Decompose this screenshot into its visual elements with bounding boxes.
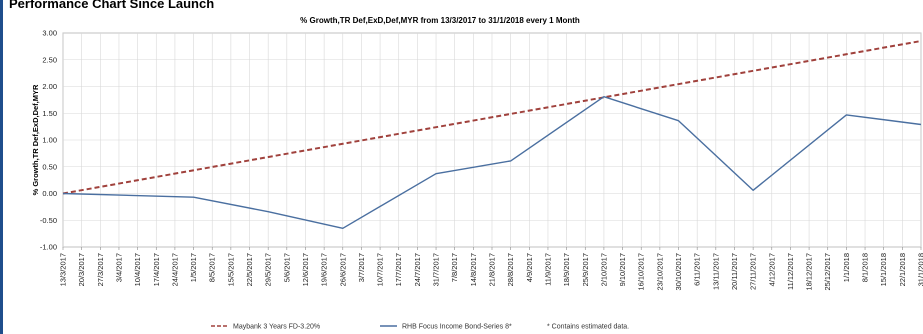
x-tick-label: 20/3/2017 (77, 253, 86, 286)
x-tick-label: 13/11/2017 (711, 253, 720, 290)
legend-footnote: * Contains estimated data. (547, 324, 629, 331)
y-axis-ticks: 3.00 2.50 2.00 1.50 1.00 0.50 0.00 -0.50 -1.00 (40, 29, 57, 252)
y-axis-label: % Growth,TR Def,ExD,Def,MYR (31, 84, 40, 195)
y-tick-label: 2.50 (42, 55, 57, 64)
x-tick-label: 6/11/2017 (693, 253, 702, 286)
x-tick-label: 31/1/2018 (917, 253, 923, 286)
x-tick-label: 8/5/2017 (208, 253, 217, 282)
x-tick-label: 29/5/2017 (264, 253, 273, 286)
series-layer (62, 40, 922, 230)
x-tick-label: 27/11/2017 (749, 253, 758, 290)
x-tick-label: 4/12/2017 (767, 253, 776, 286)
x-axis-ticks: 13/3/2017 20/3/2017 27/3/2017 3/4/2017 10/4/… (59, 247, 923, 291)
x-tick-label: 17/7/2017 (394, 253, 403, 286)
y-tick-label: 1.00 (42, 136, 57, 145)
x-tick-label: 30/10/2017 (674, 253, 683, 291)
x-tick-label: 4/9/2017 (525, 253, 534, 282)
x-tick-label: 7/8/2017 (450, 253, 459, 282)
x-tick-label: 9/10/2017 (618, 253, 627, 286)
x-tick-label: 3/7/2017 (357, 253, 366, 282)
x-tick-label: 23/10/2017 (655, 253, 664, 291)
y-tick-label: 0.50 (42, 162, 57, 171)
x-tick-label: 24/4/2017 (170, 253, 179, 286)
x-tick-label: 15/5/2017 (226, 253, 235, 286)
x-tick-label: 21/8/2017 (488, 253, 497, 286)
series-line-maybank (62, 40, 922, 195)
x-tick-label: 5/6/2017 (282, 253, 291, 282)
x-tick-label: 16/10/2017 (637, 253, 646, 291)
y-tick-label: 1.50 (42, 109, 57, 118)
x-tick-label: 27/3/2017 (96, 253, 105, 286)
y-tick-label: -1.00 (40, 243, 57, 252)
y-tick-label: 2.00 (42, 82, 57, 91)
legend-label-rhb: RHB Focus Income Bond-Series 8* (402, 324, 512, 331)
x-tick-label: 31/7/2017 (432, 253, 441, 286)
x-tick-label: 25/9/2017 (581, 253, 590, 286)
x-tick-label: 10/7/2017 (376, 253, 385, 286)
x-tick-label: 11/9/2017 (543, 253, 552, 286)
y-tick-label: 3.00 (42, 29, 57, 38)
x-tick-label: 28/8/2017 (506, 253, 515, 286)
page-heading: Performance Chart Since Launch (9, 0, 215, 11)
legend: Maybank 3 Years FD-3.20% RHB Focus Incom… (211, 324, 629, 331)
x-tick-label: 17/4/2017 (152, 253, 161, 286)
x-tick-label: 10/4/2017 (133, 253, 142, 286)
y-tick-label: -0.50 (40, 216, 57, 225)
x-tick-label: 3/4/2017 (114, 253, 123, 282)
x-tick-label: 14/8/2017 (469, 253, 478, 286)
legend-label-maybank: Maybank 3 Years FD-3.20% (233, 324, 320, 331)
x-tick-label: 8/1/2018 (861, 253, 870, 282)
y-tick-label: 0.00 (42, 189, 57, 198)
x-tick-label: 2/10/2017 (599, 253, 608, 286)
x-tick-label: 24/7/2017 (413, 253, 422, 286)
x-tick-label: 18/12/2017 (805, 253, 814, 291)
x-tick-label: 22/1/2018 (898, 253, 907, 286)
series-line-rhb (62, 95, 922, 230)
x-tick-label: 15/1/2018 (879, 253, 888, 286)
x-tick-label: 11/12/2017 (786, 253, 795, 290)
x-tick-label: 26/6/2017 (338, 253, 347, 286)
x-tick-label: 25/12/2017 (823, 253, 832, 291)
x-tick-label: 13/3/2017 (59, 253, 68, 286)
x-tick-label: 1/1/2018 (842, 253, 851, 282)
x-tick-label: 18/9/2017 (562, 253, 571, 286)
x-tick-label: 19/6/2017 (320, 253, 329, 286)
chart-title: % Growth,TR Def,ExD,Def,MYR from 13/3/20… (300, 16, 580, 25)
x-tick-label: 20/11/2017 (730, 253, 739, 290)
x-tick-label: 12/6/2017 (301, 253, 310, 286)
x-tick-label: 1/5/2017 (189, 253, 198, 282)
x-tick-label: 22/5/2017 (245, 253, 254, 286)
